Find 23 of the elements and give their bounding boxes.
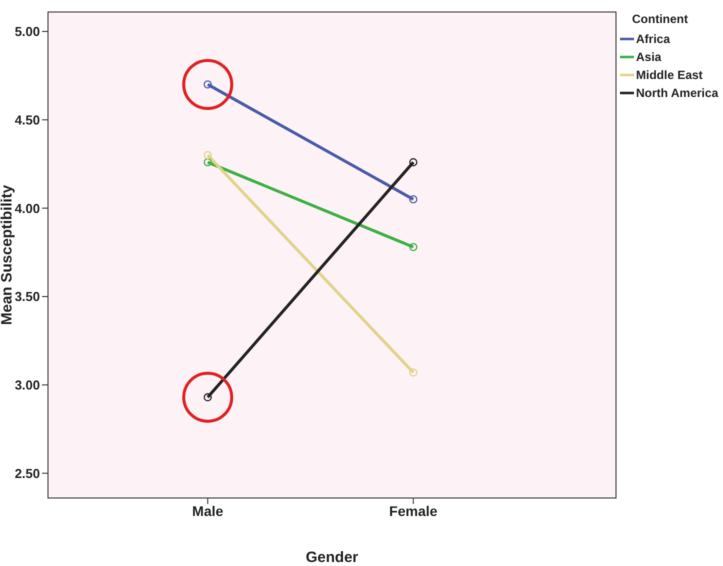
legend-label: Middle East [636,68,703,82]
y-tick-label: 4.50 [14,112,40,128]
legend-label: Africa [636,32,670,46]
y-tick-label: 3.00 [14,378,40,393]
point [409,242,418,252]
x-axis-title: Gender [306,549,358,566]
point [409,195,418,204]
y-tick-label: 2.50 [14,466,40,481]
x-tick-label: Female [389,502,438,519]
point [409,368,418,377]
x-tick-label: Male [192,502,224,519]
y-axis-title: Mean Susceptibility [0,184,16,325]
point [204,80,212,89]
legend-label: Asia [636,50,662,64]
point [204,151,212,160]
legend-label: North America [636,86,718,100]
y-tick-label: 4.00 [14,200,40,216]
y-tick-label: 3.50 [14,289,40,304]
point [204,158,212,166]
y-tick-label: 5.00 [14,24,40,40]
point [204,393,212,402]
legend-title: Continent [632,12,689,26]
point [409,158,418,166]
